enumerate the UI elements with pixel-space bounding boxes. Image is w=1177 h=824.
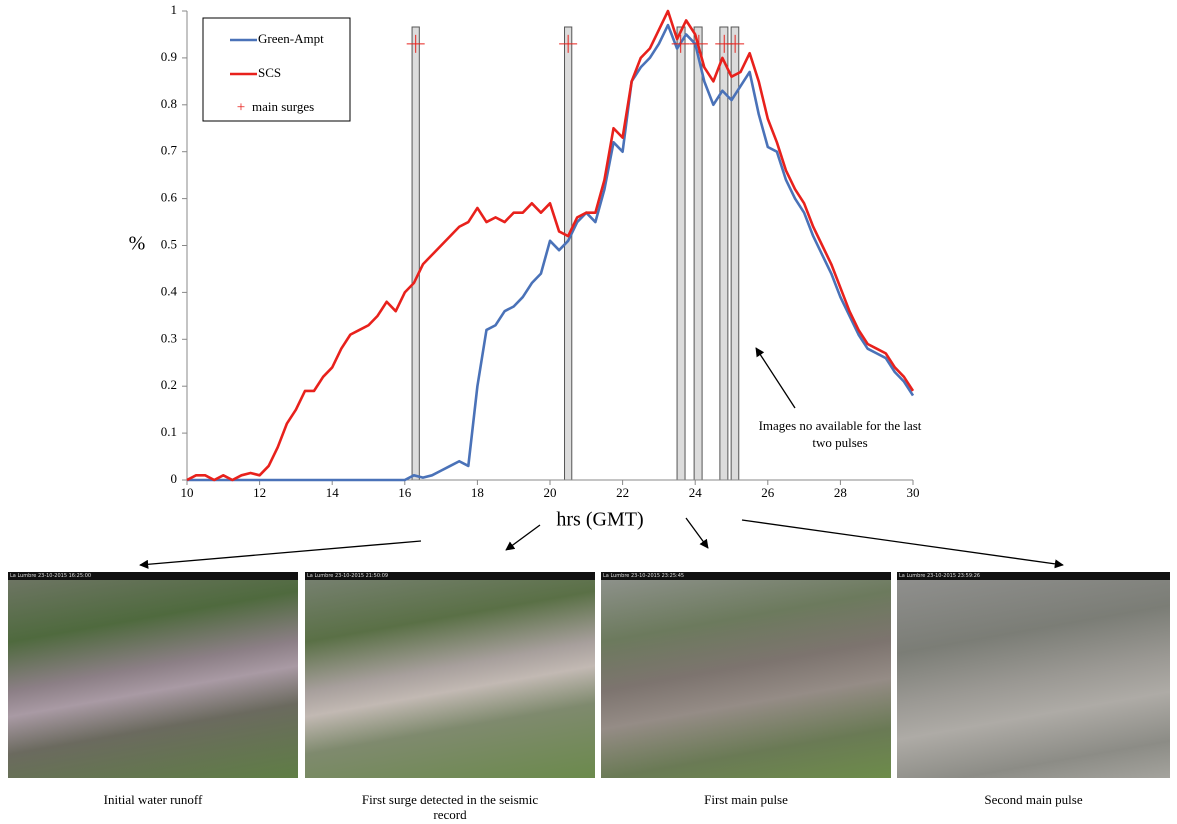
photo-scene bbox=[897, 580, 1170, 778]
photo: La Lumbre 23-10-2015 16:25:00 bbox=[8, 572, 298, 778]
photo-scene bbox=[305, 580, 595, 778]
y-tick-label: 0 bbox=[171, 471, 178, 486]
x-tick-label: 12 bbox=[253, 485, 266, 500]
x-tick-label: 18 bbox=[471, 485, 484, 500]
surge-marker bbox=[559, 34, 578, 53]
series-line bbox=[187, 23, 915, 482]
x-tick-label: 16 bbox=[398, 485, 412, 500]
photo-timestamp: La Lumbre 23-10-2015 23:59:26 bbox=[897, 572, 1170, 580]
surge-marker bbox=[671, 34, 690, 53]
photo: La Lumbre 23-10-2015 23:25:45 bbox=[601, 572, 891, 778]
y-tick-label: 0.7 bbox=[161, 143, 178, 158]
x-tick-label: 14 bbox=[326, 485, 340, 500]
y-tick-label: 0.5 bbox=[161, 236, 177, 251]
surge-marker bbox=[726, 34, 745, 53]
x-tick-label: 22 bbox=[616, 485, 629, 500]
photo-timestamp: La Lumbre 23-10-2015 23:25:45 bbox=[601, 572, 891, 580]
x-tick-label: 28 bbox=[834, 485, 847, 500]
photo-arrow bbox=[139, 540, 422, 569]
photo: La Lumbre 23-10-2015 23:59:26 bbox=[897, 572, 1170, 778]
photo-caption: Initial water runoff bbox=[103, 792, 203, 807]
legend-label: main surges bbox=[252, 99, 314, 114]
x-tick-label: 24 bbox=[689, 485, 703, 500]
photo-caption: Second main pulse bbox=[984, 792, 1083, 807]
photo-scene bbox=[8, 580, 298, 778]
annotation: Images no available for the last two pul… bbox=[758, 418, 922, 450]
surge-window bbox=[411, 26, 420, 481]
legend-marker: + bbox=[237, 99, 245, 115]
surge-window bbox=[693, 26, 703, 481]
surge-marker bbox=[406, 34, 425, 53]
photo-timestamp: La Lumbre 23-10-2015 21:50:09 bbox=[305, 572, 595, 580]
y-tick-label: 0.6 bbox=[161, 190, 178, 205]
annotation-arrow bbox=[755, 347, 796, 409]
x-tick-label: 10 bbox=[181, 485, 194, 500]
photo-caption: First surge detected in the seismic reco… bbox=[361, 792, 539, 822]
photo-scene bbox=[601, 580, 891, 778]
y-tick-label: 1 bbox=[171, 2, 178, 17]
surge-marker bbox=[689, 34, 708, 53]
x-tick-label: 26 bbox=[761, 485, 775, 500]
y-tick-label: 0.2 bbox=[161, 377, 177, 392]
x-tick-label: 20 bbox=[544, 485, 557, 500]
y-tick-label: 0.3 bbox=[161, 330, 177, 345]
y-tick-label: 0.4 bbox=[161, 283, 178, 298]
legend-label: Green-Ampt bbox=[258, 31, 324, 46]
photo: La Lumbre 23-10-2015 21:50:09 bbox=[305, 572, 595, 778]
x-axis-label: hrs (GMT) bbox=[556, 509, 643, 531]
legend-box bbox=[202, 17, 351, 122]
legend-label: SCS bbox=[258, 65, 281, 80]
y-tick-label: 0.1 bbox=[161, 424, 177, 439]
surge-window bbox=[564, 26, 573, 481]
y-tick-label: 0.9 bbox=[161, 49, 177, 64]
surge-window bbox=[676, 26, 686, 481]
photo-arrow bbox=[741, 519, 1064, 569]
photo-timestamp: La Lumbre 23-10-2015 16:25:00 bbox=[8, 572, 298, 580]
y-axis-label: % bbox=[129, 233, 146, 255]
series-line bbox=[186, 9, 915, 482]
x-tick-label: 30 bbox=[907, 485, 920, 500]
photo-arrow bbox=[505, 524, 541, 551]
photo-caption: First main pulse bbox=[704, 792, 788, 807]
photo-arrow bbox=[685, 517, 709, 549]
y-tick-label: 0.8 bbox=[161, 96, 177, 111]
